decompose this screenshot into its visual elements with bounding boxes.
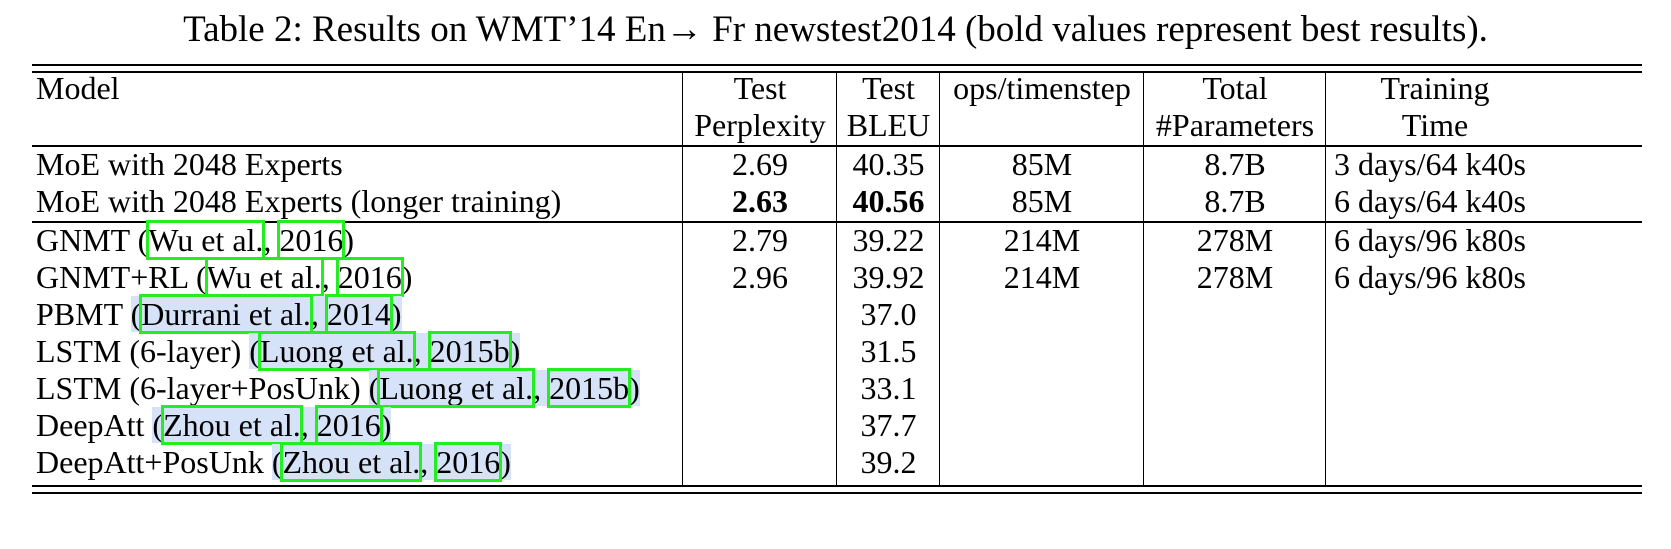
col-divider-4 [1143, 72, 1145, 486]
row-bleu: 31.5 [860, 333, 917, 369]
row-model: PBMT [36, 296, 123, 332]
header-time-2: Time [1401, 107, 1469, 143]
top-rule-1 [32, 64, 1642, 66]
row-time: 6 days/96 k80s [1334, 259, 1526, 295]
citation-author-link[interactable]: Zhou et al. [280, 442, 423, 482]
table-caption: Table 2: Results on WMT’14 En→ Fr newste… [183, 9, 1488, 50]
citation-author-link[interactable]: Luong et al. [257, 331, 416, 371]
header-bleu-2: BLEU [846, 107, 931, 143]
row-perplexity: 2.69 [732, 146, 788, 182]
citation-author-link[interactable]: Wu et al. [146, 220, 266, 260]
row-model: MoE with 2048 Experts [36, 146, 343, 182]
col-divider-5 [1325, 72, 1327, 486]
row-model-with-citation: LSTM (6-layer+PosUnk) (Luong et al., 201… [36, 368, 640, 408]
row-ops: 214M [1003, 222, 1081, 258]
header-params-1: Total [1202, 70, 1268, 106]
citation-year-link[interactable]: 2016 [335, 257, 404, 297]
row-model-with-citation: DeepAtt+PosUnk (Zhou et al., 2016) [36, 442, 511, 482]
citation-year-link[interactable]: 2016 [277, 220, 346, 260]
row-perplexity-best: 2.63 [732, 183, 788, 219]
row-params: 278M [1196, 259, 1274, 295]
row-model-with-citation: PBMT (Durrani et al., 2014) [36, 294, 402, 334]
header-perplexity-1: Test [733, 70, 787, 106]
row-model-with-citation: DeepAtt (Zhou et al., 2016) [36, 405, 392, 445]
citation-year-link[interactable]: 2015b [427, 331, 512, 371]
row-time: 3 days/64 k40s [1334, 146, 1526, 182]
citation-author-link[interactable]: Zhou et al. [161, 405, 303, 445]
row-bleu: 39.2 [860, 444, 917, 480]
row-model: DeepAtt [36, 407, 145, 443]
row-model: MoE with 2048 Experts (longer training) [36, 183, 562, 219]
row-bleu: 37.0 [860, 296, 917, 332]
citation-block: (Luong et al., 2015b) [249, 331, 521, 371]
col-divider-3 [939, 72, 941, 486]
citation-year-link[interactable]: 2014 [324, 294, 393, 334]
row-params: 278M [1196, 222, 1274, 258]
citation-block: (Luong et al., 2015b) [368, 368, 640, 408]
row-model-with-citation: GNMT+RL (Wu et al., 2016) [36, 257, 413, 297]
row-ops: 85M [1011, 146, 1073, 182]
citation-year-link[interactable]: 2016 [314, 405, 383, 445]
row-model-with-citation: LSTM (6-layer) (Luong et al., 2015b) [36, 331, 521, 371]
bottom-rule-2 [32, 492, 1642, 494]
row-bleu: 40.35 [852, 146, 925, 182]
row-ops: 85M [1011, 183, 1073, 219]
citation-author-link[interactable]: Durrani et al. [139, 294, 313, 334]
citation-year-link[interactable]: 2015b [547, 368, 632, 408]
header-bleu-1: Test [862, 70, 915, 106]
citation-author-link[interactable]: Luong et al. [377, 368, 536, 408]
row-ops: 214M [1003, 259, 1081, 295]
row-model-with-citation: GNMT (Wu et al., 2016) [36, 220, 355, 260]
row-perplexity: 2.79 [732, 222, 788, 258]
header-model: Model [36, 70, 120, 106]
row-params: 8.7B [1204, 146, 1266, 182]
row-perplexity: 2.96 [732, 259, 788, 295]
citation-author-link[interactable]: Wu et al. [204, 257, 324, 297]
header-ops: ops/timenstep [953, 70, 1131, 106]
header-perplexity-2: Perplexity [694, 107, 826, 143]
row-time: 6 days/64 k40s [1334, 183, 1526, 219]
row-time: 6 days/96 k80s [1334, 222, 1526, 258]
top-rule-2 [32, 71, 1642, 73]
row-bleu: 39.22 [852, 222, 925, 258]
row-model: LSTM (6-layer+PosUnk) [36, 370, 361, 406]
row-model: DeepAtt+PosUnk [36, 444, 264, 480]
row-params: 8.7B [1204, 183, 1266, 219]
row-bleu: 33.1 [860, 370, 917, 406]
row-model: GNMT [36, 222, 130, 258]
citation-block: (Zhou et al., 2016) [271, 442, 511, 482]
row-model: LSTM (6-layer) [36, 333, 242, 369]
row-bleu: 39.92 [852, 259, 925, 295]
header-params-2: #Parameters [1155, 107, 1315, 143]
citation-block: (Zhou et al., 2016) [152, 405, 392, 445]
col-divider-2 [836, 72, 838, 486]
citation-block: (Durrani et al., 2014) [130, 294, 402, 334]
header-time-1: Training [1380, 70, 1490, 106]
row-model: GNMT+RL [36, 259, 188, 295]
row-bleu-best: 40.56 [852, 183, 925, 219]
col-divider-1 [682, 72, 684, 486]
citation-year-link[interactable]: 2016 [434, 442, 503, 482]
row-bleu: 37.7 [860, 407, 917, 443]
